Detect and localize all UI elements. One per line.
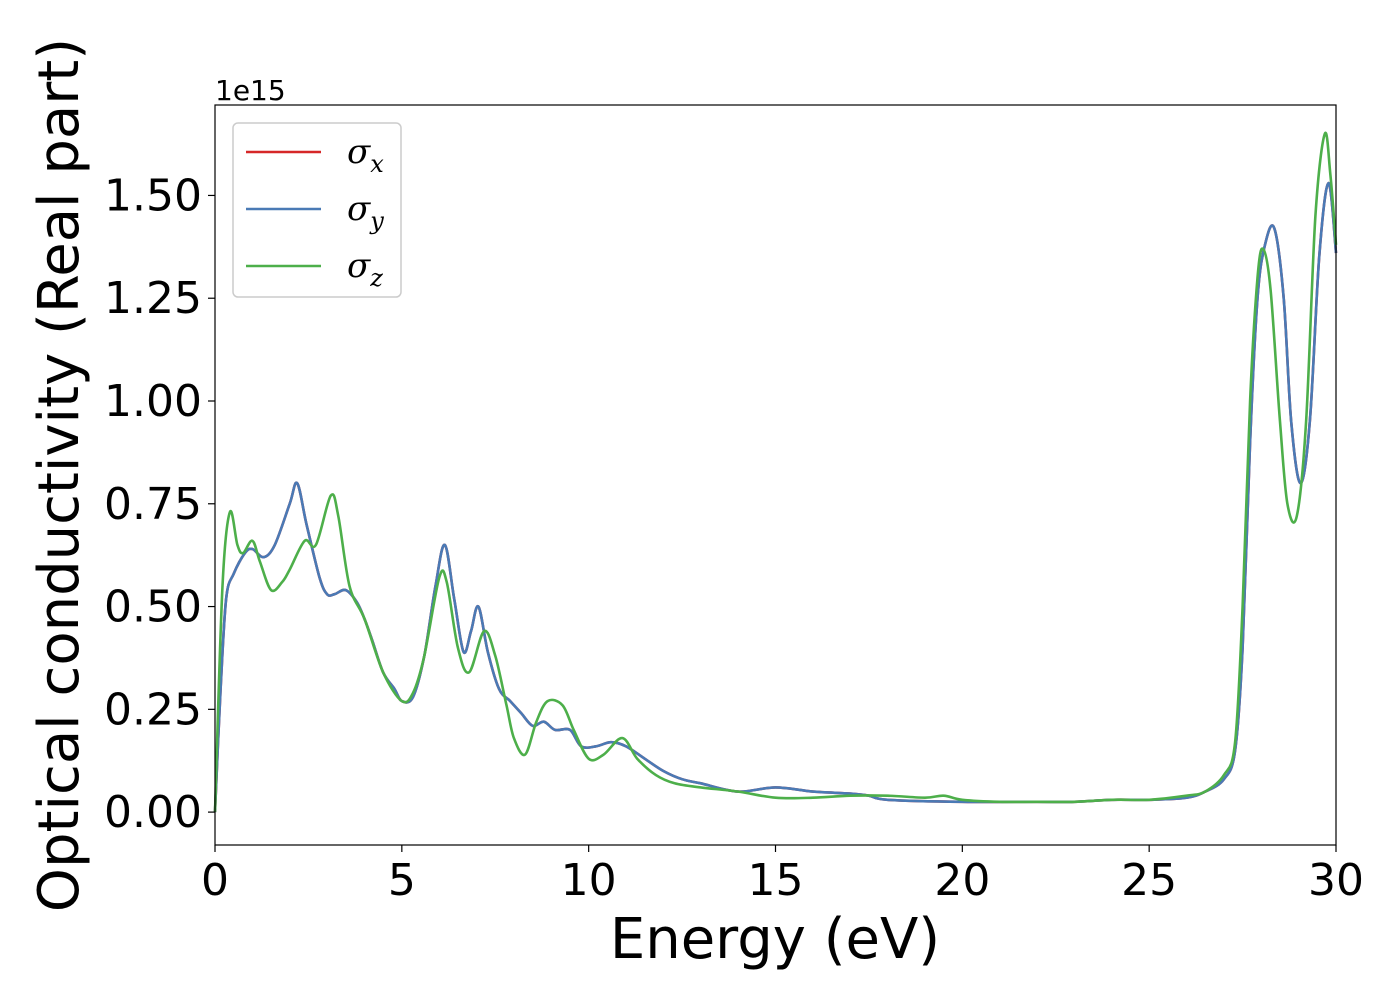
x-tick-label: 25 xyxy=(1121,855,1177,906)
y-tick-label: 0.25 xyxy=(104,684,202,735)
legend-label-y: σy xyxy=(347,189,384,235)
x-tick-label: 10 xyxy=(561,855,617,906)
legend-label-z: σz xyxy=(347,246,383,292)
y-tick-label: 0.75 xyxy=(104,479,202,530)
x-axis-title: Energy (eV) xyxy=(610,907,940,972)
legend: σx σy σz xyxy=(232,122,402,298)
x-axis: 0 5 10 15 20 25 30 xyxy=(201,845,1364,906)
x-tick-label: 5 xyxy=(388,855,416,906)
y-tick-label: 0.50 xyxy=(104,582,202,633)
x-tick-label: 0 xyxy=(201,855,229,906)
series-layer xyxy=(213,131,1338,813)
y-tick-label: 1.50 xyxy=(104,170,202,221)
x-tick-label: 30 xyxy=(1308,855,1364,906)
y-axis-title: Optical conductivity (Real part) xyxy=(27,38,92,912)
series-line-z xyxy=(213,131,1338,813)
y-tick-label: 1.25 xyxy=(104,273,202,324)
x-tick-label: 15 xyxy=(748,855,804,906)
y-axis: 0.00 0.25 0.50 0.75 1.00 1.25 1.50 xyxy=(104,170,215,838)
y-tick-label: 0.00 xyxy=(104,787,202,838)
legend-label-x: σx xyxy=(347,132,384,178)
x-tick-label: 20 xyxy=(934,855,990,906)
y-tick-label: 1.00 xyxy=(104,376,202,427)
y-offset-label: 1e15 xyxy=(215,74,286,107)
